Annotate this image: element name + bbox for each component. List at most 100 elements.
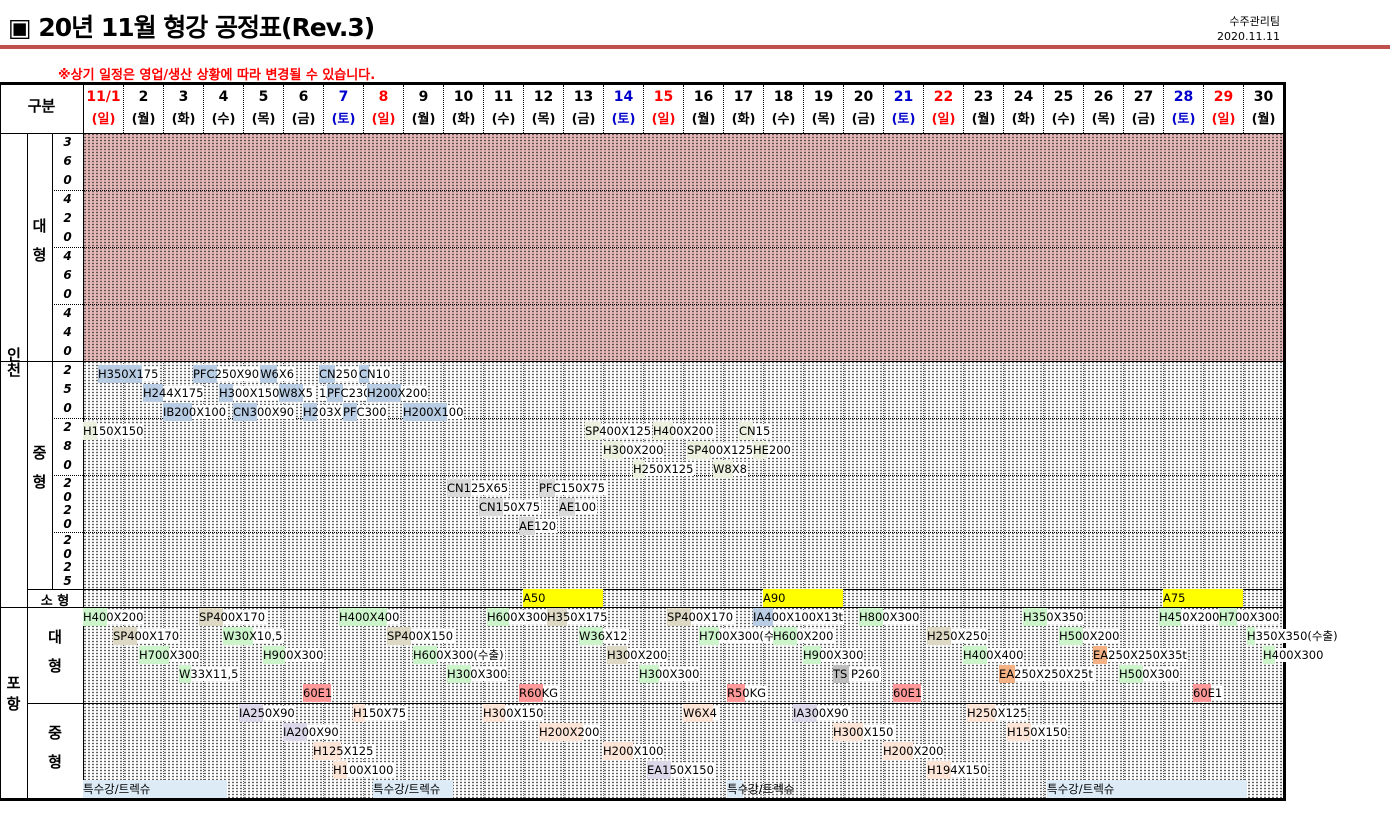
item-label: H700X300: [139, 648, 201, 662]
roller-digit: 4: [63, 192, 72, 206]
item-label: H200X200: [539, 725, 601, 739]
day-number: 18: [773, 89, 794, 105]
schedule-item: SP400X150: [387, 627, 455, 645]
day-number: 29: [1213, 89, 1234, 105]
schedule-item: W36X12: [579, 627, 629, 645]
roller-digit: 0: [63, 173, 72, 187]
day-column-header: 16 (월): [683, 85, 723, 798]
schedule-item: IA300X90: [793, 704, 850, 722]
item-label: H100X100: [333, 763, 395, 777]
roller-digit: 5: [63, 573, 72, 588]
schedule-item: R50KG: [727, 684, 768, 702]
schedule-item: H250X125: [633, 460, 695, 478]
day-column-header: 11 (수): [483, 85, 523, 798]
item-label: 특수강/트렉슈: [83, 782, 151, 796]
weekday: (수): [491, 112, 516, 127]
item-label: PFC250X90: [193, 367, 261, 381]
row-border: [0, 133, 1283, 134]
weekday: (일): [931, 112, 956, 127]
schedule-item: EA250X250X35t: [1093, 646, 1188, 664]
day-column-header: 2 (월): [123, 85, 163, 798]
column-border: [0, 85, 1, 798]
item-label: PFC300: [343, 405, 388, 419]
item-label: CN250: [319, 367, 359, 381]
item-label: IA400X100X13t: [753, 610, 845, 624]
item-label: H500X200: [1059, 629, 1121, 643]
item-label: A50: [523, 591, 546, 605]
row-border: [27, 589, 1283, 590]
schedule-item: SP400X125: [687, 441, 755, 459]
schedule-item: H150X75: [353, 704, 408, 722]
roller-digit: 2: [63, 533, 72, 547]
item-label: CN300X90: [233, 405, 296, 419]
schedule-item: IA250X90: [239, 704, 296, 722]
schedule-item: H300X300: [639, 665, 701, 683]
roller-digit: 0: [63, 230, 72, 244]
weekday: (목): [1091, 112, 1116, 127]
item-label: H300X300: [639, 667, 701, 681]
item-label: H400X200: [83, 610, 145, 624]
item-label: H250X250: [927, 629, 989, 643]
day-column-header: 28 (토): [1163, 85, 1203, 798]
schedule-item: H125X125: [313, 742, 375, 760]
schedule-item: H203X: [303, 403, 343, 421]
schedule-item: CN15: [739, 422, 772, 440]
day-column-header: 22 (일): [923, 85, 963, 798]
row-border: [27, 703, 1283, 704]
weekday: (월): [411, 112, 436, 127]
item-label: SP400X150: [387, 629, 455, 643]
weekday: (금): [571, 112, 596, 127]
roller-digit: 2: [63, 476, 72, 490]
weekday: (토): [891, 112, 916, 127]
item-label: 60E1: [303, 686, 334, 700]
item-label: AE120: [519, 519, 558, 533]
item-label: H250X125: [967, 706, 1029, 720]
item-label: TS P260: [833, 667, 881, 681]
item-label: H200X100: [603, 744, 665, 758]
roller-digit: 2: [63, 560, 72, 574]
weekday: (화): [171, 112, 196, 127]
weekday: (목): [251, 112, 276, 127]
row-divider: [52, 247, 1283, 248]
column-border: [27, 133, 28, 798]
schedule-item: H100X100: [333, 761, 395, 779]
schedule-item: AE100: [559, 498, 598, 516]
day-number: 4: [218, 89, 229, 105]
schedule-item: H150X150: [83, 422, 145, 440]
schedule-item: H400X300: [1263, 646, 1325, 664]
day-column-header: 5 (목): [243, 85, 283, 798]
schedule-item: PFC230: [327, 384, 372, 402]
row-border: [0, 361, 1283, 362]
schedule-item: H300X150: [833, 723, 895, 741]
item-label: EA150X150: [647, 763, 715, 777]
item-label: PFC230: [327, 386, 372, 400]
item-label: H900X300: [263, 648, 325, 662]
item-label: SP400X170: [667, 610, 735, 624]
weekday: (화): [731, 112, 756, 127]
item-label: H700X300: [1219, 610, 1281, 624]
day-column-header: 20 (금): [843, 85, 883, 798]
item-label: PFC150X75: [539, 481, 607, 495]
roller-digit: 2: [63, 363, 72, 377]
item-label: IA200X90: [283, 725, 340, 739]
weekday: (일): [371, 112, 396, 127]
schedule-grid: 구분 11/1 (일) 2 (월) 3 (화) 4 (수) 5 (목) 6 (금) 7 (토) 8 (일) 9 (…: [0, 82, 1339, 801]
roller-digit: 2: [63, 211, 72, 225]
schedule-item: H200X200: [367, 384, 429, 402]
schedule-item: H400X400: [339, 608, 401, 626]
item-label: H400X400: [963, 648, 1025, 662]
schedule-item: H244X175: [143, 384, 205, 402]
item-label: H600X300(수출): [413, 648, 505, 662]
day-number: 16: [693, 89, 714, 105]
schedule-item: 특수강/트렉슈: [83, 780, 227, 798]
roller-digit: 0: [63, 546, 72, 561]
item-label: H150X75: [353, 706, 408, 720]
weekday: (수): [771, 112, 796, 127]
roller-digit: 0: [63, 287, 72, 301]
item-label: 특수강/트렉슈: [727, 782, 795, 796]
weekday: (금): [851, 112, 876, 127]
day-column-header: 30 (월): [1243, 85, 1283, 798]
day-number: 11: [493, 89, 514, 105]
day-column-header: 27 (금): [1123, 85, 1163, 798]
